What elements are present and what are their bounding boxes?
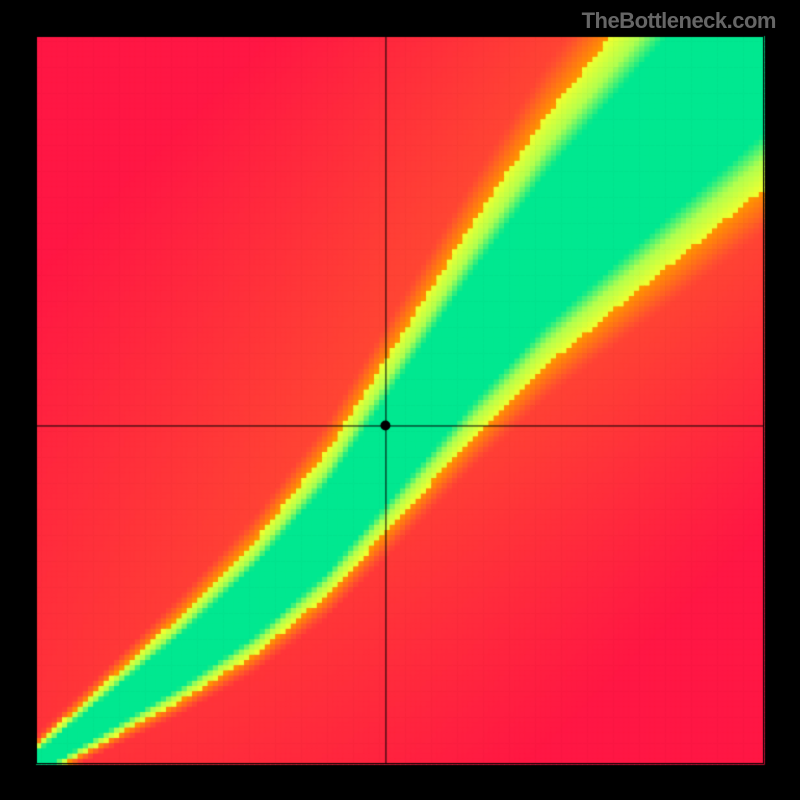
watermark-text: TheBottleneck.com (582, 8, 776, 34)
heatmap-canvas (0, 0, 800, 800)
chart-container: TheBottleneck.com (0, 0, 800, 800)
